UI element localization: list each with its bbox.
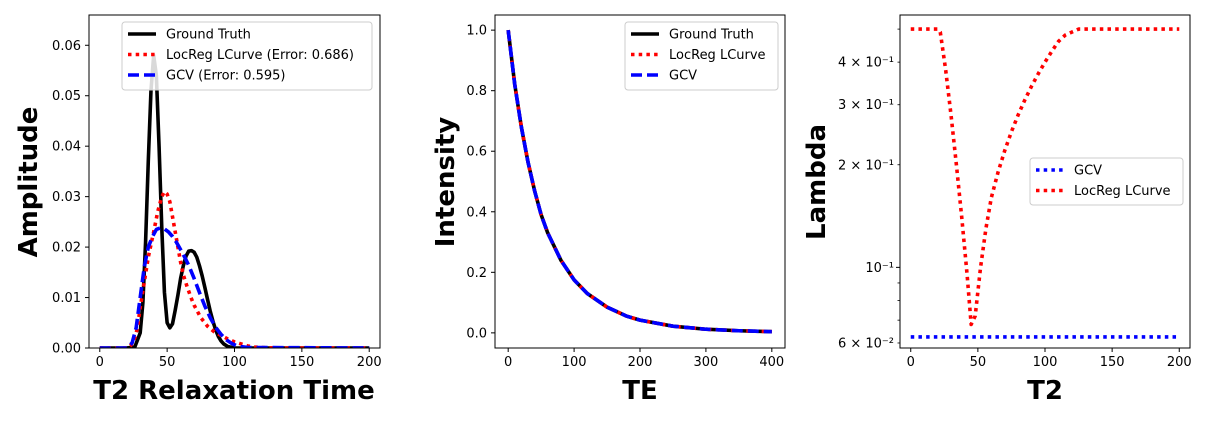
intensity-y-axis-label: Intensity — [431, 117, 461, 248]
amplitude-series-locreg-lcurve-line — [99, 189, 370, 348]
amplitude-y-axis-label: Amplitude — [14, 107, 44, 258]
intensity-x-tick-label: 400 — [759, 355, 784, 370]
amplitude-series-gcv-line — [99, 226, 370, 348]
lambda-legend: GCV LocReg LCurve — [1029, 157, 1184, 206]
lambda-x-tick-label: 0 — [907, 355, 915, 370]
lambda-x-tick-label: 200 — [1167, 355, 1192, 370]
intensity-legend-label-ground-truth: Ground Truth — [669, 28, 754, 43]
lambda-x-tick-label: 100 — [1033, 355, 1058, 370]
lambda-legend-label-locreg-lcurve: LocReg LCurve — [1074, 184, 1171, 199]
amplitude-legend-label-gcv: GCV (Error: 0.595) — [166, 69, 286, 84]
amplitude-y-tick-label: 0.01 — [52, 291, 81, 306]
intensity-chart: 0 100 200 300 400 0.0 0.2 0.4 0.6 0.8 1.0 Ground T… — [431, 14, 786, 406]
amplitude-y-tick-label: 0.06 — [52, 39, 81, 54]
amplitude-legend-box — [121, 21, 373, 91]
lambda-x-axis-label: T2 — [1027, 376, 1063, 406]
amplitude-x-tick-label: 150 — [289, 355, 314, 370]
intensity-y-tick-label: 0.8 — [466, 84, 487, 99]
lambda-y-tick-label: 2 × 10⁻¹ — [838, 158, 894, 173]
lambda-y-tick-label: 6 × 10⁻² — [838, 336, 894, 351]
lambda-y-tick-label: 4 × 10⁻¹ — [838, 56, 894, 71]
intensity-x-axis-label: TE — [622, 376, 658, 406]
intensity-y-tick-label: 0.6 — [466, 145, 487, 160]
amplitude-legend: Ground Truth LocReg LCurve (Error: 0.686)… — [121, 21, 373, 91]
amplitude-y-tick-label: 0.02 — [52, 241, 81, 256]
amplitude-chart: 0 50 100 150 200 0.00 0.01 0.02 0.03 0.04 0.05 0.06… — [14, 14, 382, 406]
intensity-legend-box — [624, 21, 779, 91]
amplitude-x-tick-label: 200 — [357, 355, 382, 370]
amplitude-legend-label-ground-truth: Ground Truth — [166, 28, 251, 43]
lambda-y-tick-label: 10⁻¹ — [865, 261, 894, 276]
lambda-y-axis-label: Lambda — [802, 124, 832, 240]
lambda-x-tick-label: 150 — [1100, 355, 1125, 370]
lambda-y-tick-label: 3 × 10⁻¹ — [838, 98, 894, 113]
amplitude-legend-label-locreg-lcurve: LocReg LCurve (Error: 0.686) — [166, 48, 354, 63]
intensity-series-gcv-line — [506, 29, 772, 334]
amplitude-y-tick-label: 0.00 — [52, 342, 81, 357]
intensity-y-tick-label: 0.0 — [466, 326, 487, 341]
intensity-y-tick-label: 0.4 — [466, 205, 487, 220]
amplitude-x-tick-label: 100 — [222, 355, 247, 370]
lambda-legend-box — [1029, 157, 1184, 206]
lambda-legend-label-gcv: GCV — [1074, 164, 1102, 179]
lambda-series-locreg-lcurve-line — [910, 27, 1180, 327]
amplitude-x-axis-label: T2 Relaxation Time — [93, 376, 374, 406]
intensity-x-tick-label: 0 — [504, 355, 512, 370]
amplitude-y-tick-label: 0.04 — [52, 140, 81, 155]
intensity-legend-label-gcv: GCV — [669, 69, 697, 84]
intensity-legend: Ground Truth LocReg LCurve GCV — [624, 21, 779, 91]
amplitude-x-tick-label: 50 — [159, 355, 176, 370]
intensity-x-tick-label: 300 — [693, 355, 718, 370]
intensity-legend-label-locreg-lcurve: LocReg LCurve — [669, 48, 766, 63]
lambda-chart: 0 50 100 150 200 6 × 10⁻² 2 × 10⁻¹ 3 × 10⁻¹ 4 × … — [802, 14, 1192, 406]
intensity-x-tick-label: 200 — [628, 355, 653, 370]
amplitude-x-tick-label: 0 — [96, 355, 104, 370]
amplitude-y-tick-label: 0.05 — [52, 89, 81, 104]
intensity-y-tick-label: 1.0 — [466, 24, 487, 39]
lambda-x-tick-label: 50 — [970, 355, 987, 370]
intensity-x-tick-label: 100 — [562, 355, 587, 370]
intensity-y-tick-label: 0.2 — [466, 266, 487, 281]
amplitude-y-tick-label: 0.03 — [52, 190, 81, 205]
